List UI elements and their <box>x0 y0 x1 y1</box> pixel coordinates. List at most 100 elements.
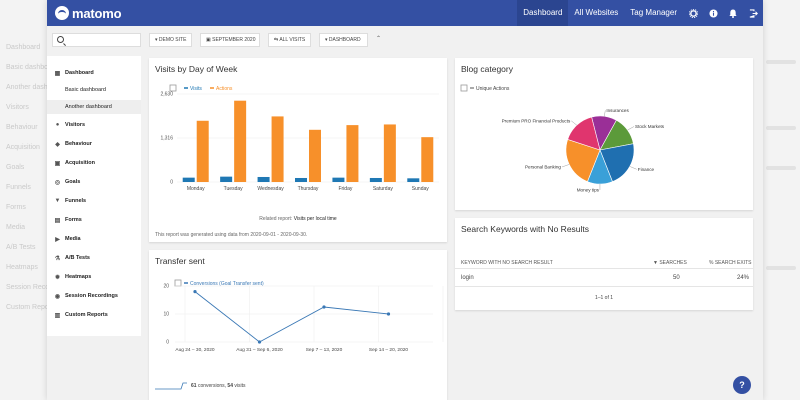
menu-item-media[interactable]: ▶ Media <box>54 233 80 245</box>
x-tick-label: Sep 7 – 13, 2020 <box>306 347 343 353</box>
column-search-exits[interactable]: % SEARCH EXITS <box>709 260 752 266</box>
pie-label-leader <box>627 126 635 131</box>
legend-label: Actions <box>216 86 233 92</box>
menu-label: Heatmaps <box>65 274 92 280</box>
acquisition-icon: ▣ <box>54 160 61 167</box>
segment-selector[interactable]: ⇆ ALL VISITS <box>268 33 311 47</box>
related-report-prefix: Related report: <box>259 216 293 222</box>
pie-label-leader <box>561 164 570 168</box>
settings-gear-icon[interactable] <box>683 0 703 26</box>
menu-item-dashboard[interactable]: ▦ Dashboard <box>54 67 94 79</box>
x-tick-label: Friday <box>338 186 352 192</box>
pie-slice-label: Premium PRO Financial Products <box>502 118 571 123</box>
notifications-bell-icon[interactable] <box>723 0 743 26</box>
conversions-point <box>386 312 391 316</box>
matomo-logo-icon <box>55 6 69 20</box>
y-tick-label: 20 <box>163 284 169 290</box>
legend-label: Conversions (Goal Transfer sent) <box>190 281 264 287</box>
background-menu: Dashboard Basic dashboard Another dashboar… <box>0 36 68 400</box>
menu-item-behaviour[interactable]: ◆ Behaviour <box>54 138 92 150</box>
collapse-arrow-icon[interactable]: ⌃ <box>376 36 382 42</box>
blog-category-widget: Blog category Unique Actions Insurances St… <box>455 58 753 210</box>
nav-all-websites[interactable]: All Websites <box>574 8 619 17</box>
top-navigation-bar: matomo Dashboard All Websites Tag Manage… <box>47 0 763 26</box>
visits-bar <box>220 176 233 182</box>
y-tick-label: 1,316 <box>160 136 173 142</box>
pie-slice-label: Stock Markets <box>635 124 665 129</box>
search-keywords-widget: Search Keywords with No Results KEYWORD … <box>455 218 753 310</box>
background-menu-item: A/B Tests <box>6 244 36 251</box>
menu-item-custom-reports[interactable]: ▥ Custom Reports <box>54 309 108 321</box>
column-keyword[interactable]: KEYWORD WITH NO SEARCH RESULT <box>461 260 553 266</box>
x-tick-label: Sep 14 – 20, 2020 <box>369 347 409 353</box>
background-menu-item: Basic dashboard <box>6 64 59 71</box>
date-selector[interactable]: ▣ SEPTEMBER 2020 <box>200 33 260 47</box>
background-menu-item: Forms <box>6 204 26 211</box>
actions-bar <box>309 129 321 182</box>
background-menu-item: Another dashboard <box>6 84 66 91</box>
pagination: 1–1 of 1 <box>594 295 614 301</box>
dashboard-selector-label: DASHBOARD <box>328 37 361 43</box>
actions-bar <box>234 100 247 182</box>
pie-label-leader <box>571 120 577 126</box>
pie-slice <box>599 143 635 183</box>
menu-item-acquisition[interactable]: ▣ Acquisition <box>54 157 95 169</box>
nav-tag-manager[interactable]: Tag Manager <box>630 8 677 17</box>
pie-slice-label: Finance <box>638 167 655 172</box>
search-icon <box>57 36 64 43</box>
background-menu-item: Acquisition <box>6 144 40 151</box>
pie-slice-label: Money tips <box>577 187 600 192</box>
background-right-panel <box>762 36 800 400</box>
active-menu-highlight <box>47 100 141 114</box>
table-row[interactable]: login 50 24% <box>455 269 753 287</box>
menu-item-forms[interactable]: ▤ Forms <box>54 214 82 226</box>
legend-toggle-icon <box>174 279 182 287</box>
menu-search-input[interactable] <box>52 33 141 47</box>
help-info-icon[interactable] <box>703 0 723 26</box>
goals-icon: ◎ <box>54 179 61 186</box>
legend-toggle-icon <box>460 84 468 92</box>
menu-item-session-recordings[interactable]: ◉ Session Recordings <box>54 290 118 302</box>
funnels-icon: ▼ <box>54 198 61 204</box>
menu-label: Forms <box>65 217 82 223</box>
legend-label: Visits <box>190 86 202 92</box>
help-button[interactable]: ? <box>733 376 751 394</box>
menu-item-funnels[interactable]: ▼ Funnels <box>54 195 87 207</box>
help-question-icon: ? <box>739 380 745 390</box>
ab-tests-icon: ⚗ <box>54 255 61 262</box>
visits-bar <box>369 177 382 182</box>
related-report-link[interactable]: Visits per local time <box>293 216 337 222</box>
menu-item-visitors[interactable]: ● Visitors <box>54 119 85 131</box>
visits-bar <box>257 176 270 182</box>
conversions-point <box>193 290 197 294</box>
y-tick-label: 2,630 <box>160 92 173 98</box>
segment-selector-label: ALL VISITS <box>279 37 306 43</box>
behaviour-icon: ◆ <box>55 141 60 148</box>
menu-item-another-dashboard[interactable]: Another dashboard <box>65 101 112 113</box>
menu-label: A/B Tests <box>65 255 90 261</box>
logout-icon[interactable] <box>743 0 763 26</box>
conversions-point <box>322 305 326 309</box>
background-menu-item: Goals <box>6 164 25 171</box>
menu-item-goals[interactable]: ◎ Goals <box>54 176 80 188</box>
background-menu-item: Dashboard <box>6 44 41 51</box>
menu-label: Basic dashboard <box>65 87 106 93</box>
matomo-app-window: matomo Dashboard All Websites Tag Manage… <box>47 0 763 400</box>
y-tick-label: 0 <box>170 180 173 186</box>
site-selector[interactable]: ▾ DEMO SITE <box>149 33 192 47</box>
menu-item-heatmaps[interactable]: ✹ Heatmaps <box>54 271 91 283</box>
menu-label: Funnels <box>65 198 87 204</box>
sparkline-chart <box>155 382 187 390</box>
x-tick-label: Aug 24 – 30, 2020 <box>175 347 215 353</box>
keyword-cell: login <box>461 275 474 281</box>
matomo-logo[interactable]: matomo <box>55 5 122 21</box>
column-searches[interactable]: ▼ SEARCHES <box>653 260 687 266</box>
menu-item-basic-dashboard[interactable]: Basic dashboard <box>65 84 106 96</box>
menu-item-ab-tests[interactable]: ⚗ A/B Tests <box>54 252 90 264</box>
nav-dashboard[interactable]: Dashboard <box>517 0 569 26</box>
table-header: KEYWORD WITH NO SEARCH RESULT ▼ SEARCHES… <box>455 255 753 269</box>
pie-label-leader <box>629 166 637 170</box>
dashboard-selector[interactable]: ▾ DASHBOARD <box>319 33 368 47</box>
widget-title: Search Keywords with No Results <box>461 224 590 234</box>
heatmaps-icon: ✹ <box>54 274 61 281</box>
